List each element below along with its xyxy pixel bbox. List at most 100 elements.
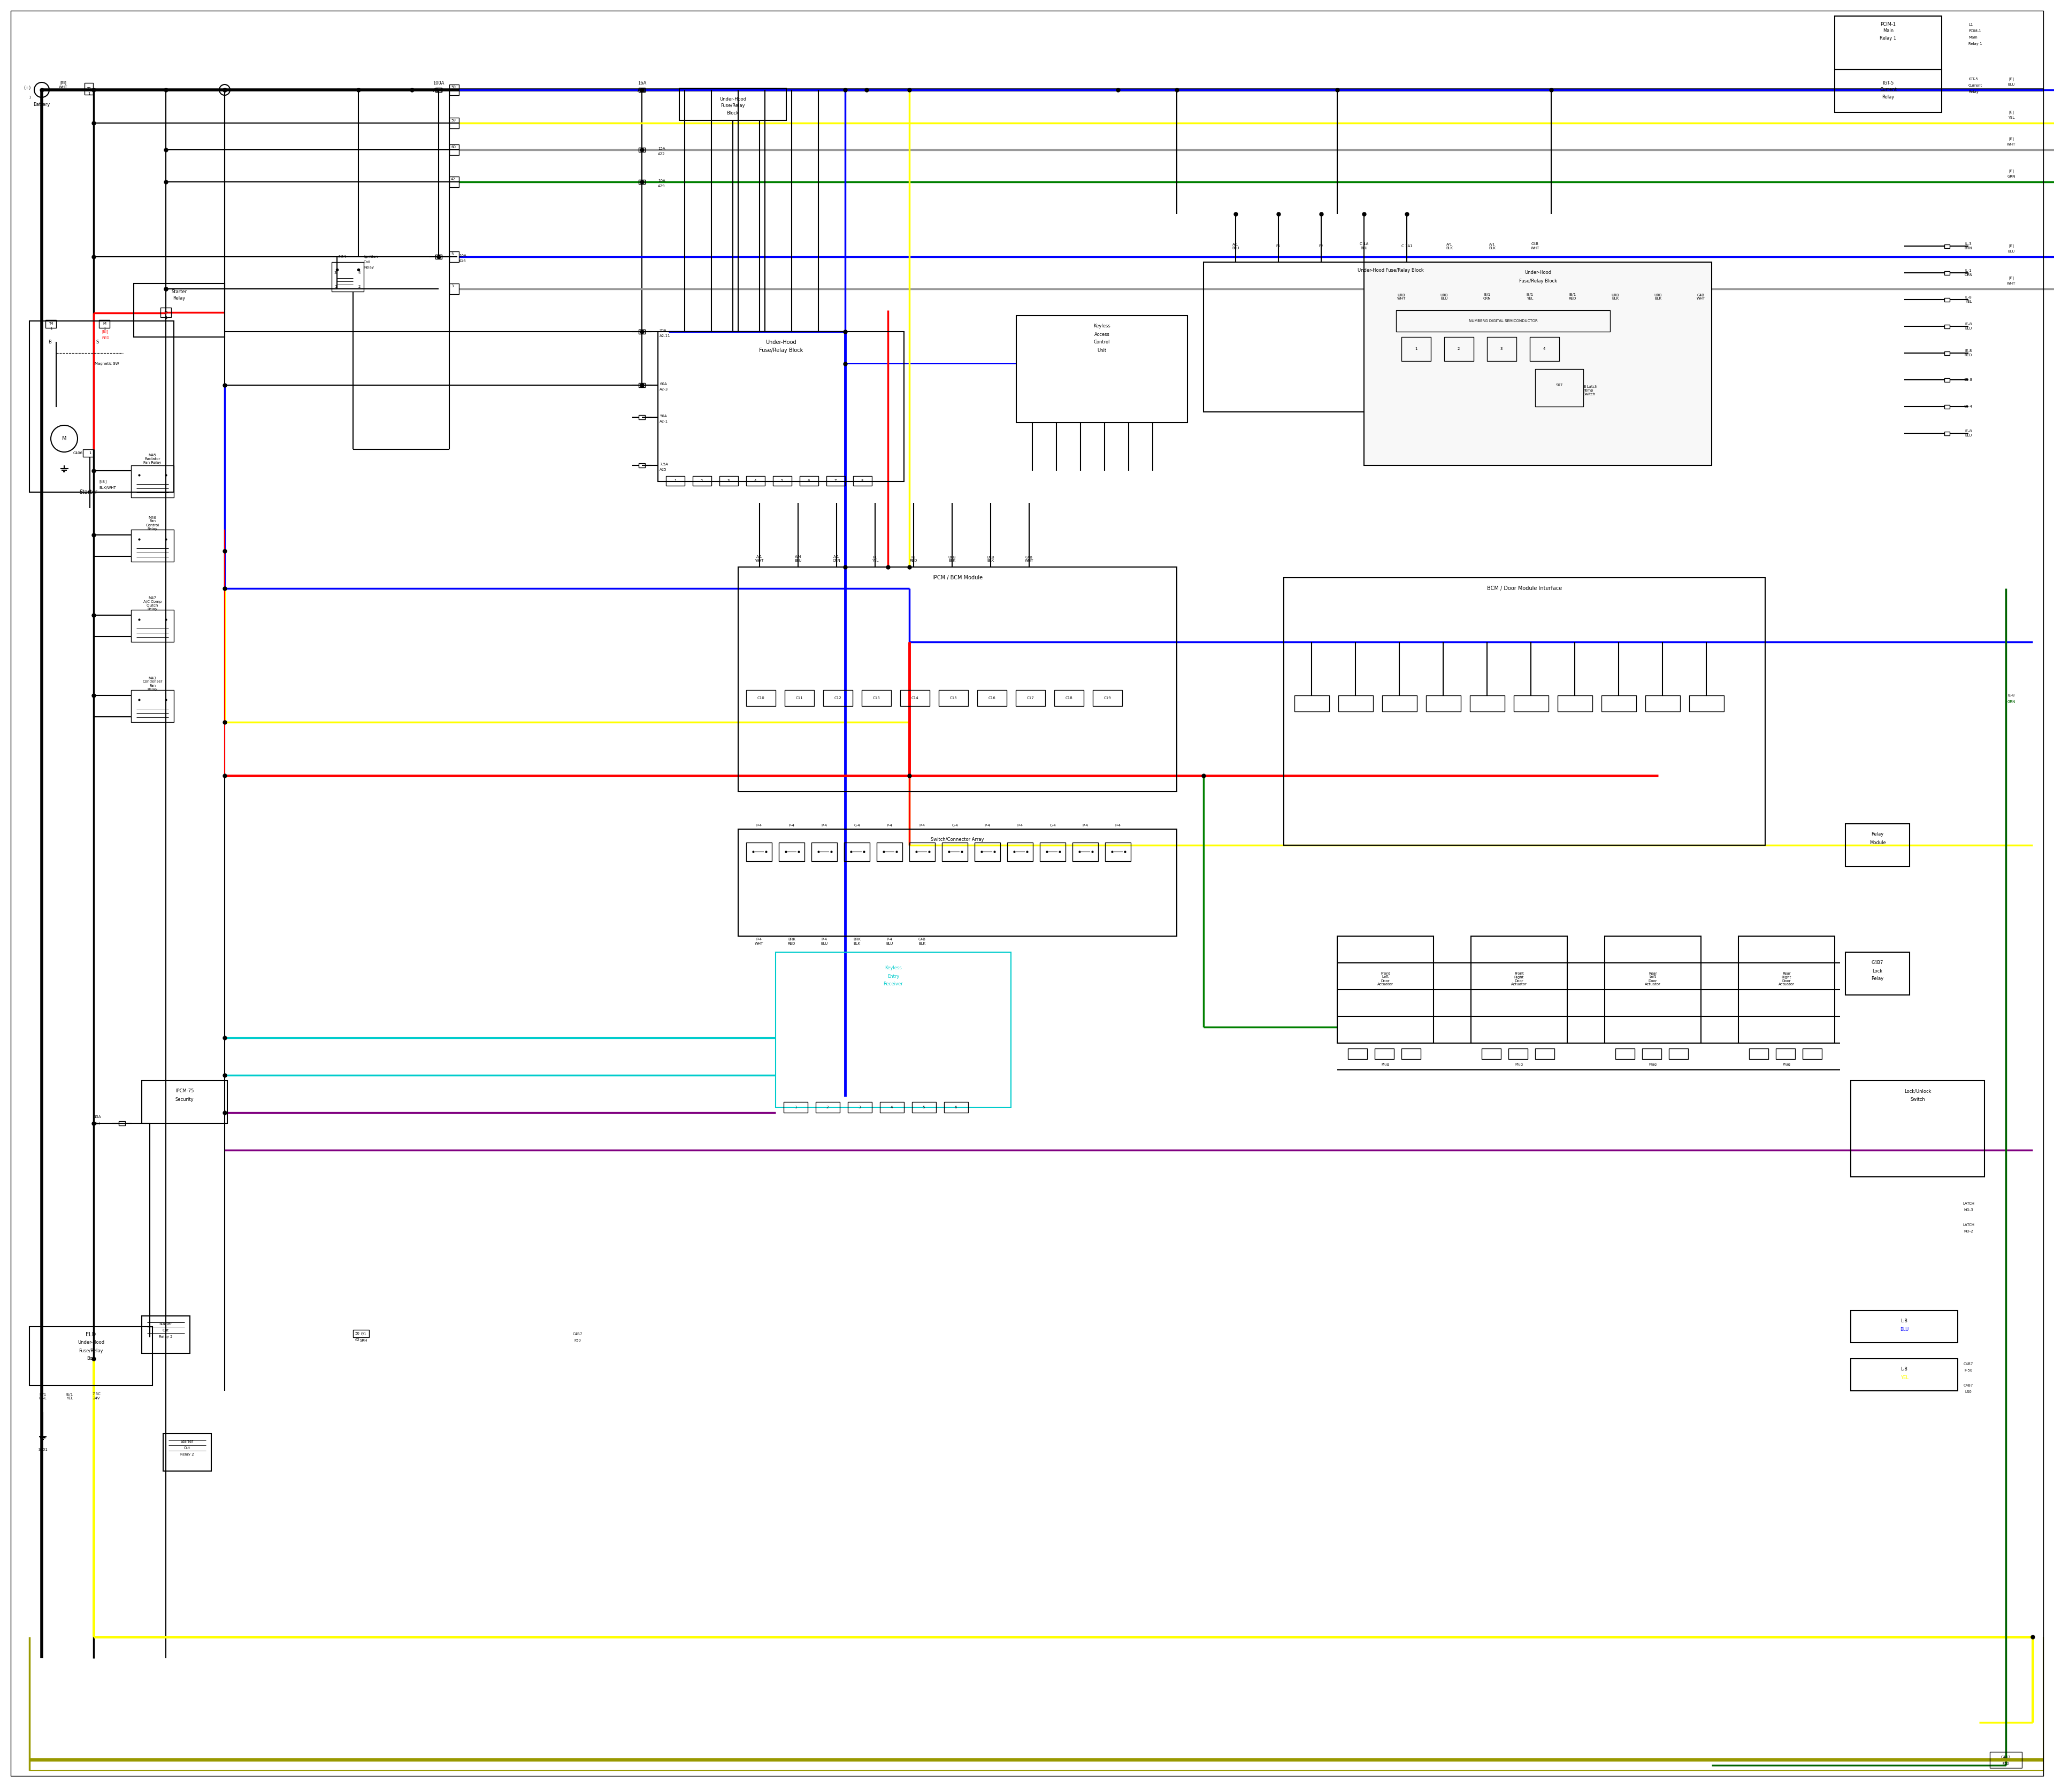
Bar [119,1122,125,1125]
Text: A16: A16 [458,260,466,263]
Text: 3: 3 [727,478,729,482]
Text: LS0: LS0 [1966,1391,1972,1394]
Bar [785,690,813,706]
Bar [1945,351,1949,355]
Bar [450,251,458,262]
Bar [1401,337,1432,360]
Text: C13: C13 [873,697,879,699]
Bar [1444,337,1473,360]
Text: C-4: C-4 [951,824,957,826]
Text: IE/1
YEL: IE/1 YEL [66,1392,74,1400]
Text: IE-8
BLU: IE-8 BLU [1966,323,1972,330]
Bar [746,842,772,862]
Text: Unit: Unit [1097,348,1107,353]
Text: P-4: P-4 [756,824,762,826]
Bar [1481,1048,1501,1059]
Text: [EJ]: [EJ] [101,330,109,333]
Bar [639,179,645,185]
Text: Rear
Right
Door
Actuator: Rear Right Door Actuator [1779,971,1795,986]
Text: F2
RED: F2 RED [910,556,918,563]
Bar [1738,935,1834,1043]
Text: BRK
BLK: BRK BLK [852,937,861,944]
Text: 59: 59 [452,86,456,90]
Text: Current: Current [1879,88,1896,91]
Text: P-4: P-4 [1082,824,1089,826]
Bar [680,88,787,120]
Text: C14: C14 [912,697,918,699]
Bar [142,1081,228,1124]
Text: Keyless: Keyless [885,966,902,971]
Text: BLK/WHT: BLK/WHT [99,486,115,489]
Text: 2: 2 [826,1106,828,1109]
Text: C4B
WHT: C4B WHT [1530,242,1540,249]
Bar [450,118,458,129]
Text: 10A: 10A [657,179,665,183]
Text: C19: C19 [1103,697,1111,699]
Text: C4B
BLK: C4B BLK [918,937,926,944]
Text: F50: F50 [575,1339,581,1342]
Text: RED: RED [101,337,109,340]
Bar [824,690,852,706]
Bar [1017,315,1187,423]
Bar [1487,337,1516,360]
Bar [1557,695,1592,711]
Text: 7.5C
24V: 7.5C 24V [92,1392,101,1400]
Text: Cut: Cut [185,1446,191,1450]
Text: L1: L1 [1968,23,1974,27]
Bar [799,477,817,486]
Text: F1: F1 [1276,244,1282,247]
Text: Magnetic SW: Magnetic SW [94,362,119,366]
Bar [1072,842,1099,862]
Text: Relay: Relay [364,265,374,269]
Text: Cut: Cut [162,1328,168,1331]
Text: 15A: 15A [94,1115,101,1118]
Text: B: B [47,340,51,344]
Text: 8: 8 [861,478,863,482]
Text: BLU: BLU [1900,1326,1908,1331]
Bar [1945,405,1949,409]
Text: S: S [97,340,99,344]
Text: T4: T4 [49,323,53,324]
Text: P-4
WHT: P-4 WHT [754,937,764,944]
Text: URB
BLK: URB BLK [949,556,955,563]
Bar [826,477,844,486]
Bar [657,332,904,482]
Bar [1834,70,1941,113]
Bar [1534,369,1584,407]
Text: IE/1
RL-L: IE/1 RL-L [39,1392,47,1400]
Bar [331,262,364,292]
Bar [1645,695,1680,711]
Text: IE-8
RED: IE-8 RED [1964,349,1972,357]
Text: 1: 1 [29,95,31,99]
Bar [1401,1048,1421,1059]
Bar [1284,577,1764,846]
Text: 6: 6 [955,1106,957,1109]
Text: 2: 2 [357,285,362,289]
Bar [719,477,737,486]
Bar [1945,378,1949,382]
Text: A22: A22 [657,152,665,156]
Bar [450,283,458,294]
Text: Under-Hood: Under-Hood [1524,271,1551,276]
Bar [978,690,1006,706]
Bar [848,1102,871,1113]
Text: Switch/Connector Array: Switch/Connector Array [930,837,984,842]
Text: 7.5A: 7.5A [659,462,668,466]
Text: 7: 7 [834,478,836,482]
Text: C15: C15 [949,697,957,699]
Text: F2: F2 [1319,244,1323,247]
Text: [E]: [E] [2009,111,2013,115]
Bar [1017,690,1045,706]
Text: Rear
Left
Door
Actuator: Rear Left Door Actuator [1645,971,1662,986]
Text: Security: Security [175,1097,193,1102]
Bar [639,330,645,333]
Text: Relay: Relay [173,296,185,301]
Bar [945,1102,967,1113]
Text: 1: 1 [103,326,105,330]
Bar [1945,432,1949,435]
Text: Main: Main [1968,36,1978,39]
Text: 60: 60 [452,145,456,149]
Bar [82,450,94,457]
Text: BLU: BLU [2007,82,2015,86]
Bar [943,842,967,862]
